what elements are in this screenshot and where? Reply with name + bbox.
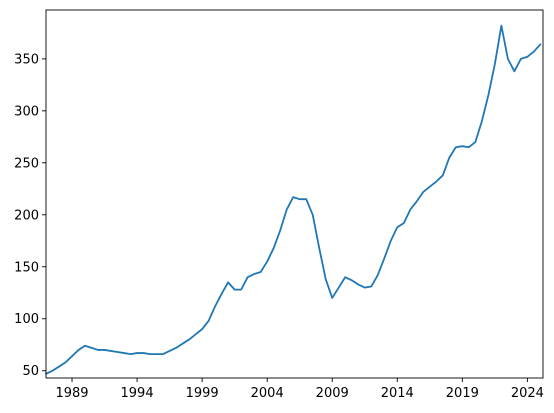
axes	[45, 9, 544, 379]
y-tick-label: 200	[14, 208, 39, 223]
x-tick-label: 2009	[316, 386, 349, 401]
series-layer	[45, 24, 542, 375]
y-tick-label: 300	[14, 104, 39, 119]
y-axis-ticks: 50 100 150 200 250 300 350	[14, 52, 46, 379]
y-tick-label: 50	[22, 364, 39, 379]
y-tick-label: 350	[14, 52, 39, 67]
x-tick-label: 2024	[511, 386, 544, 401]
y-tick-label: 250	[14, 156, 39, 171]
x-tick-label: 2014	[381, 386, 414, 401]
y-tick-label: 150	[14, 260, 39, 275]
x-axis-ticks: 1989 1994 1999 2004 2009 2014 2019 2024	[55, 378, 544, 401]
x-tick-label: 1999	[186, 386, 219, 401]
x-tick-label: 1994	[121, 386, 154, 401]
y-tick-label: 100	[14, 312, 39, 327]
axes-frame	[45, 9, 544, 379]
x-tick-label: 2004	[251, 386, 284, 401]
plot-area	[46, 10, 543, 378]
x-tick-label: 1989	[55, 386, 88, 401]
series-line-0	[45, 24, 542, 375]
x-tick-label: 2019	[446, 386, 479, 401]
